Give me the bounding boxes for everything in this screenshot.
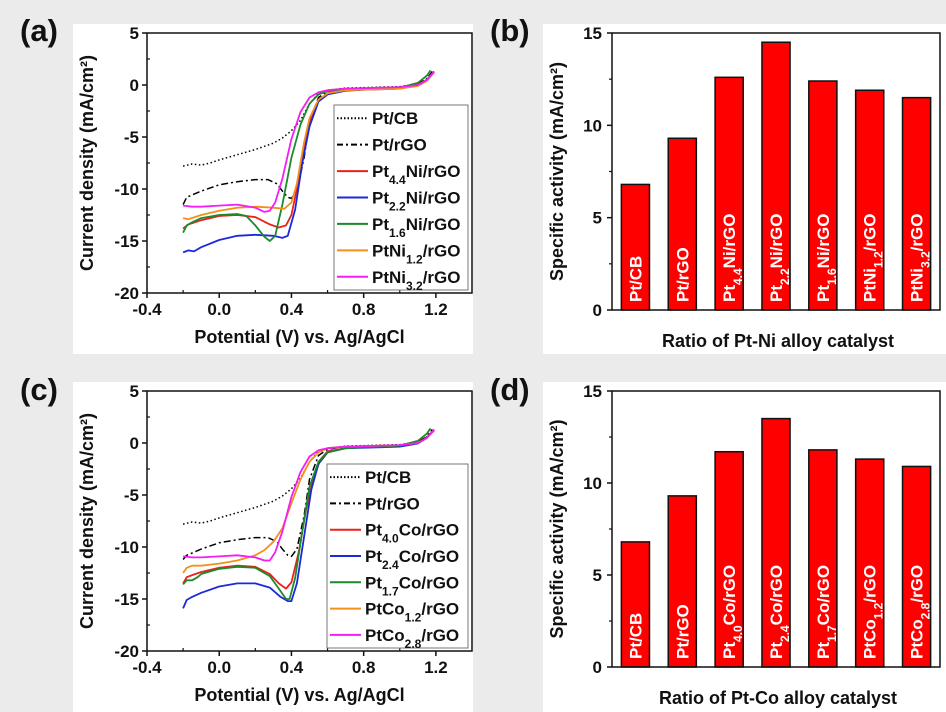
chart-d: Pt/CB Pt/rGO Pt4.0Co/rGO Pt2.4Co/rGO Pt1.7Co…: [547, 382, 941, 708]
legend-entry: Pt1.7Co/rGO: [365, 573, 459, 598]
chart-c: 5 0 -5 -10 -15 -20-0.4 0.0 0.4 0.8 1.2 Potential (…: [77, 382, 473, 705]
bar-category-label: Pt/CB: [626, 613, 645, 659]
y-axis-title: Current density (mA/cm²): [77, 413, 97, 629]
legend-entry: Pt4.0Co/rGO: [365, 521, 459, 546]
bar: [714, 76, 744, 311]
y-tick-label: -20: [114, 284, 139, 303]
bar-category-label: Pt4.0Co/rGO: [720, 565, 745, 659]
x-axis-title: Ratio of Pt-Ni alloy catalyst: [662, 331, 894, 351]
legend: Pt/CB Pt/rGO Pt4.0Co/rGOPt2.4Co/rGOPt1.7Co…: [326, 463, 469, 651]
legend-entry: Pt2.2Ni/rGO: [372, 189, 460, 214]
legend-entry: Pt/CB: [365, 468, 411, 487]
x-tick-label: 0.4: [280, 658, 304, 677]
bar: [667, 495, 698, 668]
legend-entry: Pt1.6Ni/rGO: [372, 215, 460, 240]
legend-entry: Pt2.4Co/rGO: [365, 547, 459, 572]
series-line-ptni1-2-rgo: [182, 71, 435, 221]
bar-category-label: PtCo2.8/rGO: [908, 565, 933, 659]
bar: [667, 137, 698, 311]
bar-category-label: Pt2.2Ni/rGO: [767, 214, 792, 302]
y-tick-label: -20: [114, 642, 139, 661]
series-line-ptni3-2-rgo: [182, 70, 435, 213]
y-tick-label: 15: [583, 24, 602, 43]
x-tick-label: 1.2: [424, 300, 448, 319]
bar-category-label: PtCo1.2/rGO: [861, 565, 886, 659]
legend-entry: Pt/CB: [372, 109, 418, 128]
x-tick-label: 1.2: [424, 658, 448, 677]
y-tick-label: 5: [130, 24, 139, 43]
series-line-pt1-7co-rgo: [182, 427, 432, 600]
bar-category-label: Pt/rGO: [673, 247, 692, 302]
x-tick-label: 0.8: [352, 300, 376, 319]
bar-category-label: Pt1.7Co/rGO: [814, 565, 839, 659]
bar: [620, 183, 651, 311]
y-tick-label: -10: [114, 538, 139, 557]
x-tick-label: -0.4: [132, 300, 162, 319]
y-axis-title: Specific activity (mA/cm²): [547, 419, 567, 638]
chart-b: Pt/CB Pt/rGO Pt4.4Ni/rGO Pt2.2Ni/rGO Pt1.6Ni…: [547, 24, 941, 351]
y-tick-label: 5: [593, 566, 602, 585]
y-tick-label: 0: [130, 434, 139, 453]
y-tick-label: -5: [124, 486, 139, 505]
bar: [854, 458, 885, 668]
legend-entry: PtNi3.2/rGO: [372, 268, 460, 293]
bar-category-label: Pt4.4Ni/rGO: [720, 214, 745, 302]
panel-label-a: (a): [20, 13, 58, 48]
x-tick-label: 0.0: [207, 658, 231, 677]
bar-category-label: Pt2.4Co/rGO: [767, 565, 792, 659]
y-tick-label: 0: [593, 301, 602, 320]
y-tick-label: -15: [114, 232, 139, 251]
y-tick-label: 5: [593, 209, 602, 228]
legend-entry: Pt4.4Ni/rGO: [372, 162, 460, 187]
legend: Pt/CB Pt/rGO Pt4.4Ni/rGOPt2.2Ni/rGOPt1.6Ni…: [333, 104, 469, 293]
y-tick-label: 5: [130, 382, 139, 401]
y-tick-label: -10: [114, 180, 139, 199]
y-tick-label: -5: [124, 128, 139, 147]
bar: [808, 449, 838, 668]
legend-entry: Pt/rGO: [372, 136, 427, 155]
x-axis-title: Potential (V) vs. Ag/AgCl: [194, 327, 404, 347]
x-tick-label: 0.0: [207, 300, 231, 319]
y-axis-title: Current density (mA/cm²): [77, 55, 97, 271]
bar-category-label: PtNi1.2/rGO: [861, 214, 886, 302]
series-line-ptco2-8-rgo: [183, 428, 435, 562]
y-tick-label: 0: [130, 76, 139, 95]
x-tick-label: 0.8: [352, 658, 376, 677]
legend-entry: PtCo1.2/rGO: [365, 600, 459, 625]
legend-entry: Pt/rGO: [365, 494, 420, 513]
x-axis-title: Potential (V) vs. Ag/AgCl: [194, 685, 404, 705]
bar: [808, 80, 838, 311]
bar: [761, 417, 791, 668]
panel-label-c: (c): [20, 372, 58, 407]
legend-entry: PtCo2.8/rGO: [365, 626, 459, 651]
y-tick-label: 10: [583, 116, 602, 135]
bar: [901, 465, 932, 668]
bar-category-label: Pt/CB: [626, 256, 645, 302]
y-tick-label: 10: [583, 474, 602, 493]
y-axis-title: Specific activity (mA/cm²): [547, 62, 567, 281]
chart-a: 5 0 -5 -10 -15 -20-0.4 0.0 0.4 0.8 1.2 Potential (…: [77, 24, 473, 347]
y-tick-label: 15: [583, 382, 602, 401]
x-tick-label: 0.4: [280, 300, 304, 319]
bar: [761, 41, 791, 311]
x-tick-label: -0.4: [132, 658, 162, 677]
bar-category-label: Pt1.6Ni/rGO: [814, 214, 839, 302]
legend-entry: PtNi1.2/rGO: [372, 241, 460, 266]
y-tick-label: 0: [593, 658, 602, 677]
bar-category-label: PtNi3.2/rGO: [908, 214, 933, 302]
y-tick-label: -15: [114, 590, 139, 609]
x-axis-title: Ratio of Pt-Co alloy catalyst: [659, 688, 897, 708]
panel-label-b: (b): [490, 13, 530, 48]
panel-label-d: (d): [490, 372, 530, 407]
bar-category-label: Pt/rGO: [673, 604, 692, 659]
